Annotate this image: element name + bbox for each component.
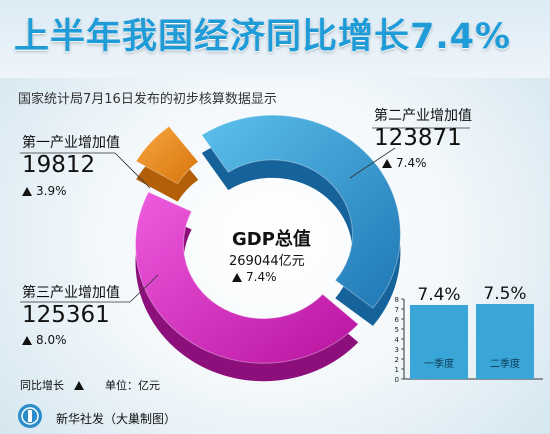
y-tick-label: 1 [395, 366, 399, 374]
up-triangle-icon [22, 187, 32, 196]
y-tick-label: 0 [395, 376, 399, 384]
bar-1 [410, 305, 468, 379]
up-triangle-icon [382, 159, 392, 168]
tertiary-growth-text: 8.0% [36, 333, 67, 347]
primary-industry-label: 第一产业增加值 [22, 135, 120, 151]
leader-lines [20, 127, 470, 303]
secondary-industry-value: 123871 [374, 125, 462, 151]
y-tick-label: 5 [395, 326, 399, 334]
gdp-growth-text: 7.4% [246, 270, 277, 284]
title-bar [0, 0, 550, 78]
leader-line-primary [20, 152, 151, 189]
xinhua-logo-icon [18, 404, 42, 428]
bar-value-label: 7.4% [417, 285, 460, 305]
leader-line-secondary [349, 147, 396, 179]
primary-growth-text: 3.9% [36, 184, 67, 198]
donut-slice-1 [135, 125, 199, 185]
gdp-total-growth: 7.4% [232, 270, 277, 284]
leader-line-tertiary [20, 274, 159, 303]
legend-unit-label: 单位：亿元 [105, 379, 160, 392]
bar-2 [476, 304, 534, 379]
y-tick-label: 2 [395, 356, 399, 364]
legend-growth-label: 同比增长 [20, 379, 64, 392]
gdp-total-title: GDP总值 [232, 229, 311, 250]
y-tick-label: 7 [395, 306, 399, 314]
up-triangle-icon [22, 336, 32, 345]
tertiary-industry-value: 125361 [22, 302, 110, 328]
bar-category-label: 一季度 [424, 357, 454, 370]
y-tick-label: 8 [395, 296, 399, 304]
y-tick-label: 6 [395, 316, 400, 324]
y-tick-label: 4 [395, 336, 400, 344]
up-triangle-icon [232, 273, 242, 282]
secondary-industry-growth: 7.4% [382, 156, 427, 170]
secondary-growth-text: 7.4% [396, 156, 427, 170]
donut-slice-3 [135, 191, 359, 364]
up-triangle-icon [73, 381, 84, 390]
y-tick-label: 3 [395, 346, 399, 354]
bar-category-label: 二季度 [490, 357, 520, 370]
legend: 同比增长 单位：亿元 [20, 377, 160, 393]
tertiary-industry-growth: 8.0% [22, 333, 67, 347]
primary-industry-value: 19812 [22, 152, 96, 178]
bar-value-label: 7.5% [483, 284, 526, 304]
tertiary-industry-label: 第三产业增加值 [22, 285, 120, 301]
subtitle: 国家统计局7月16日发布的初步核算数据显示 [18, 92, 277, 107]
primary-industry-growth: 3.9% [22, 184, 67, 198]
donut-slice-2 [201, 114, 401, 309]
source-credit: 新华社发（大巢制图） [56, 412, 177, 426]
secondary-industry-label: 第二产业增加值 [374, 108, 472, 124]
gdp-total-value: 269044亿元 [229, 254, 305, 269]
page-title: 上半年我国经济同比增长7.4% [14, 17, 512, 57]
